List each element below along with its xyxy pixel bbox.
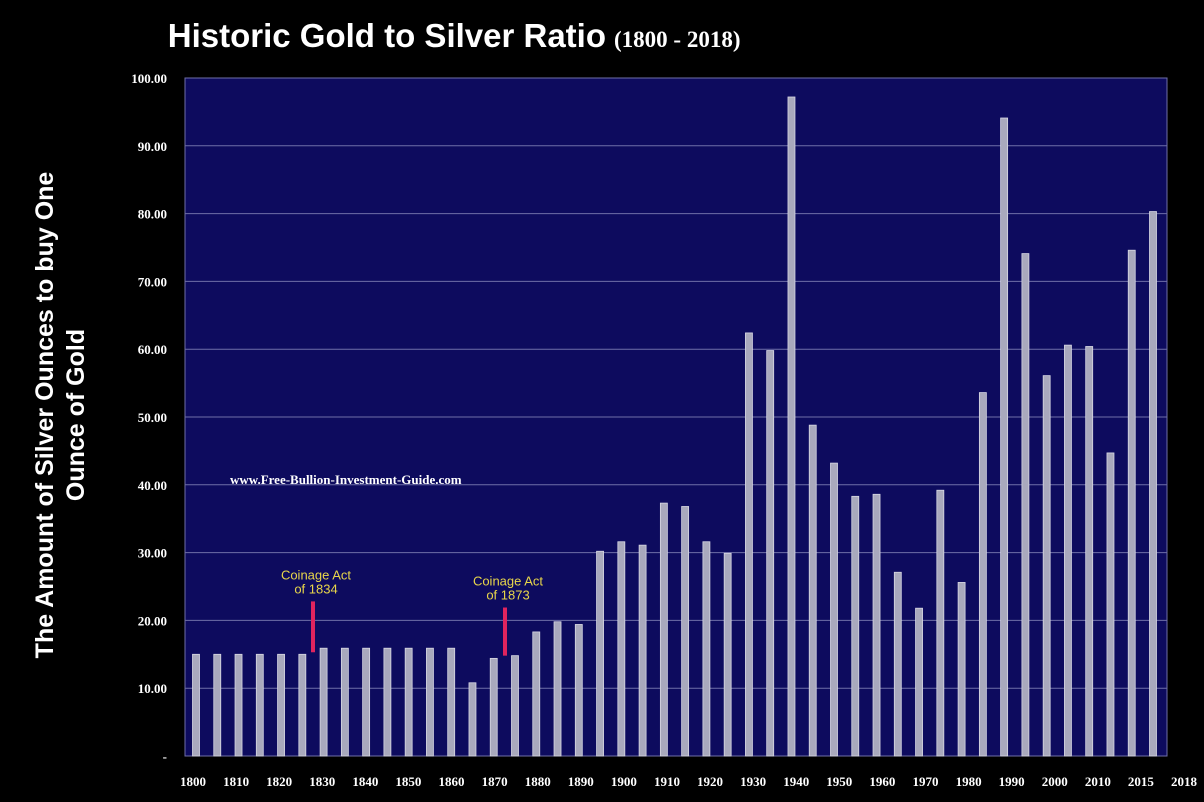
bar [1064, 344, 1072, 757]
annotation-label: of 1873 [486, 588, 529, 603]
bar [617, 541, 626, 757]
x-tick-label: 1940 [783, 774, 809, 789]
bar [574, 624, 583, 757]
bar [702, 541, 711, 757]
bar [319, 647, 328, 757]
y-tick-label: 20.00 [138, 613, 167, 628]
y-tick-label: 70.00 [138, 274, 167, 289]
bar [851, 495, 860, 757]
x-tick-label: 1800 [180, 774, 206, 789]
coinage-act-marker [311, 601, 315, 653]
x-tick-label: 1930 [740, 774, 766, 789]
bar [404, 647, 413, 757]
chart-title: Historic Gold to Silver Ratio [168, 17, 606, 54]
bar [915, 607, 923, 757]
x-tick-label: 1860 [439, 774, 465, 789]
x-tick-label: 1990 [999, 774, 1025, 789]
x-tick-label: 2018 [1171, 774, 1198, 789]
bar [766, 350, 775, 757]
x-tick-label: 1870 [482, 774, 508, 789]
annotation-label: Coinage Act [281, 567, 351, 582]
y-tick-label: 80.00 [138, 207, 167, 222]
annotation-label: Coinage Act [473, 574, 543, 589]
bar [659, 502, 668, 757]
bar [511, 655, 519, 757]
bar [255, 653, 264, 757]
bar [468, 682, 477, 757]
bar [447, 647, 456, 757]
watermark: www.Free-Bullion-Investment-Guide.com [230, 472, 462, 487]
bar [872, 493, 881, 757]
x-tick-label: 1960 [869, 774, 895, 789]
annotation-label: of 1834 [294, 581, 337, 596]
y-tick-label: - [163, 749, 167, 764]
bar [383, 647, 392, 757]
bar [426, 647, 434, 757]
x-tick-label: 1890 [568, 774, 594, 789]
bar [1106, 452, 1115, 757]
bar [893, 571, 902, 757]
y-tick-label: 30.00 [138, 546, 167, 561]
bar [723, 552, 732, 757]
x-tick-label: 1910 [654, 774, 680, 789]
bar [957, 582, 966, 757]
y-tick-label: 90.00 [138, 139, 167, 154]
bar [978, 392, 987, 757]
bar [234, 653, 243, 757]
bar [638, 544, 647, 757]
x-tick-label: 2010 [1085, 774, 1111, 789]
bar [745, 332, 753, 757]
x-tick-label: 1920 [697, 774, 723, 789]
x-tick-label: 1850 [395, 774, 421, 789]
y-tick-label: 10.00 [138, 681, 167, 696]
bar [340, 647, 349, 757]
bar [787, 96, 796, 757]
bar [362, 647, 371, 757]
bar [532, 631, 541, 757]
bar [1000, 117, 1009, 757]
y-tick-label: 40.00 [138, 478, 167, 493]
x-tick-label: 1810 [223, 774, 249, 789]
bar [213, 653, 222, 757]
x-tick-label: 1820 [266, 774, 292, 789]
bar [553, 621, 562, 757]
bar [681, 506, 690, 757]
y-tick-label: 100.00 [131, 71, 167, 86]
bar [1127, 249, 1136, 757]
x-tick-label: 1950 [826, 774, 852, 789]
x-tick-label: 1830 [309, 774, 335, 789]
bar [298, 653, 307, 757]
bar [936, 489, 945, 757]
bar [1149, 211, 1157, 757]
bar [1021, 253, 1030, 757]
y-tick-label: 50.00 [138, 410, 167, 425]
bar [1042, 375, 1051, 757]
x-tick-label: 2015 [1128, 774, 1155, 789]
bar [277, 653, 285, 757]
y-axis-label-line-1: The Amount of Silver Ounces to buy One [31, 172, 59, 659]
coinage-act-marker [503, 607, 507, 656]
bar [489, 657, 498, 757]
bar [830, 462, 838, 757]
bar [596, 550, 604, 757]
x-tick-label: 1970 [912, 774, 938, 789]
x-tick-label: 1900 [611, 774, 637, 789]
bar [1085, 346, 1094, 757]
bar [808, 424, 817, 757]
y-axis-label-line-2: Ounce of Gold [62, 329, 90, 501]
x-tick-label: 1880 [525, 774, 551, 789]
bar [192, 653, 200, 757]
x-tick-label: 1840 [352, 774, 378, 789]
chart-subtitle: (1800 - 2018) [614, 27, 740, 52]
y-tick-label: 60.00 [138, 342, 167, 357]
x-tick-label: 2000 [1042, 774, 1068, 789]
x-tick-label: 1980 [956, 774, 982, 789]
